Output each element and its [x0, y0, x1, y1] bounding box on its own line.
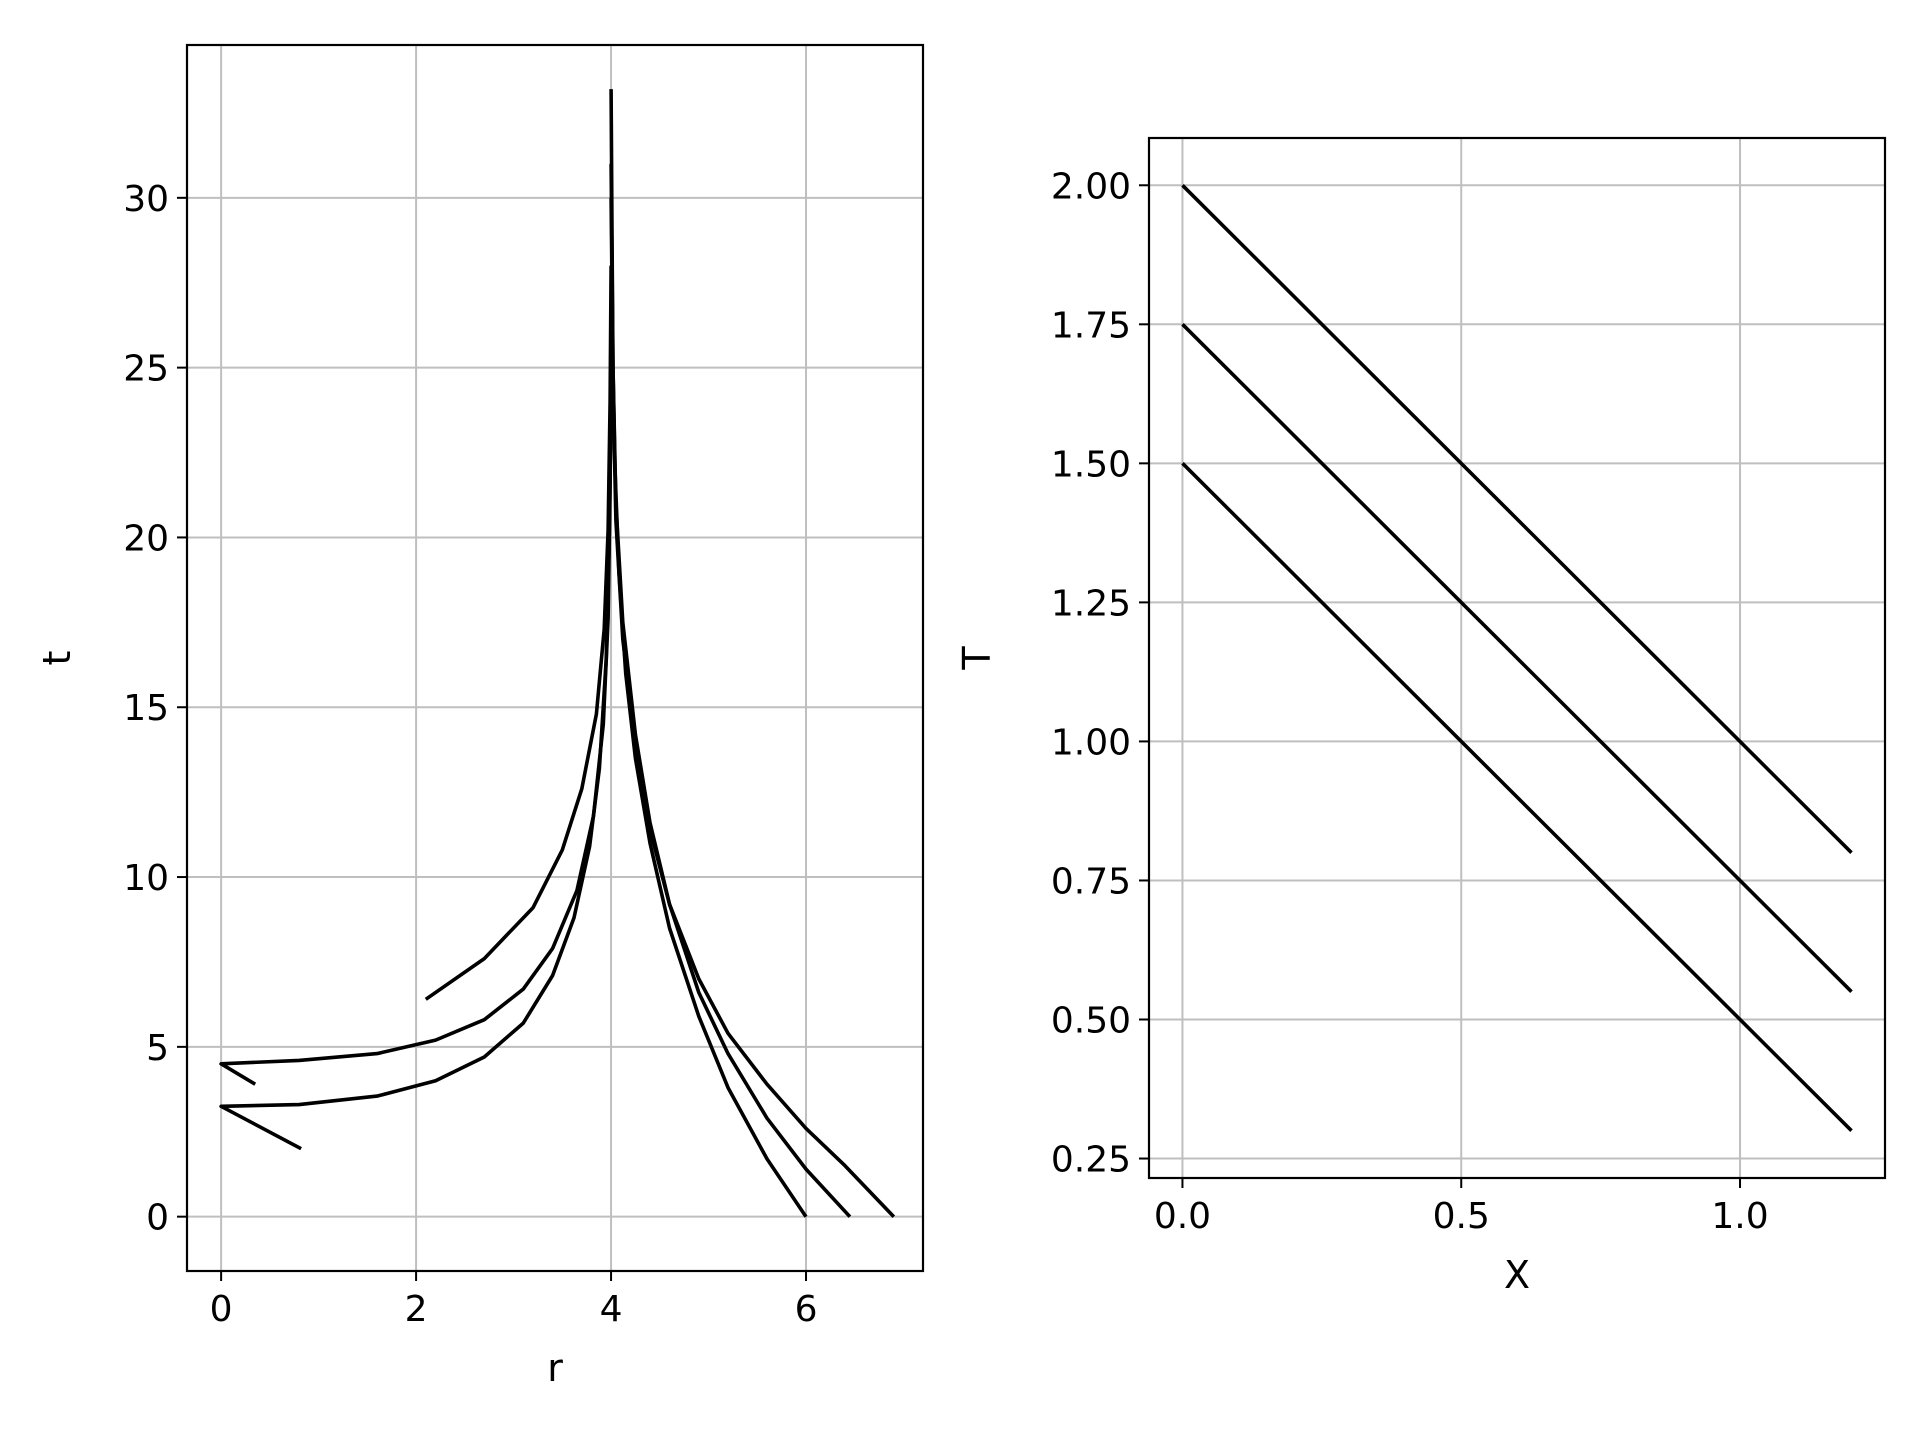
- right-chart-y-tick-label: 1.75: [1051, 305, 1131, 346]
- left-chart-x-tick-label: 4: [600, 1289, 623, 1330]
- right-chart-ticks: 0.0 0.5 1.0 0.25 0.50 0.75 1.00 1.25 1.50 1.75 2.0…: [1051, 166, 1769, 1237]
- left-chart-panel: 0 2 4 6 0 5 10 15 20 25 30 r t: [35, 43, 925, 1390]
- left-chart-x-tick-label: 2: [405, 1289, 428, 1330]
- right-chart-series-line-1: [1181, 184, 1853, 854]
- right-chart-y-tick-label: 2.00: [1051, 166, 1131, 207]
- left-chart-y-tick-label: 10: [123, 858, 169, 899]
- right-chart-y-tick-label: 0.50: [1051, 1000, 1131, 1041]
- left-chart-y-tick-label: 5: [146, 1028, 169, 1069]
- right-chart-series-line-3: [1181, 462, 1853, 1132]
- right-chart-frame: [1147, 136, 1887, 1180]
- left-chart-series-line-6: [219, 401, 613, 1151]
- left-chart-frame: [185, 43, 925, 1273]
- left-chart-x-tick-label: 0: [210, 1289, 233, 1330]
- right-chart-x-tick-label: 1.0: [1711, 1196, 1768, 1237]
- right-chart-x-tick-label: 0.0: [1154, 1196, 1211, 1237]
- left-chart-series-line-3: [609, 197, 896, 1218]
- left-chart-y-tick-label: 0: [146, 1198, 169, 1239]
- left-chart-y-tick-label: 25: [123, 349, 169, 390]
- right-chart-x-axis-label: X: [1504, 1253, 1530, 1297]
- right-chart-y-tick-label: 0.75: [1051, 861, 1131, 902]
- right-chart-series: [1181, 184, 1853, 1132]
- right-chart-series-line-2: [1181, 323, 1853, 993]
- right-chart-y-tick-label: 0.25: [1051, 1140, 1131, 1181]
- left-chart-ticks: 0 2 4 6 0 5 10 15 20 25 30: [123, 179, 817, 1330]
- left-chart-x-axis-label: r: [547, 1346, 563, 1390]
- left-chart-y-axis-label: t: [35, 651, 79, 666]
- right-chart-grid: [1149, 138, 1885, 1178]
- right-chart-x-tick-label: 0.5: [1433, 1196, 1490, 1237]
- right-chart-y-tick-label: 1.00: [1051, 722, 1131, 763]
- left-chart-x-tick-label: 6: [795, 1289, 818, 1330]
- right-chart-y-tick-label: 1.25: [1051, 583, 1131, 624]
- left-chart-y-tick-label: 20: [123, 518, 169, 559]
- right-chart-panel: 0.0 0.5 1.0 0.25 0.50 0.75 1.00 1.25 1.50 1.75 2.0…: [955, 136, 1887, 1297]
- left-chart-y-tick-label: 30: [123, 179, 169, 220]
- left-chart-series: [219, 89, 896, 1218]
- left-chart-y-tick-label: 15: [123, 688, 169, 729]
- right-chart-y-tick-label: 1.50: [1051, 444, 1131, 485]
- right-chart-y-axis-label: T: [955, 646, 999, 671]
